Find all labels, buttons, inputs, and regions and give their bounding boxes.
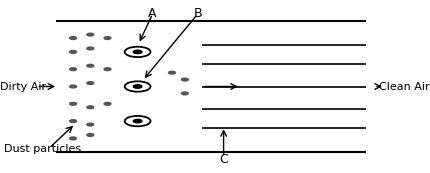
Text: C: C [219,153,228,166]
Circle shape [70,137,77,140]
Circle shape [181,92,188,95]
Circle shape [104,102,111,105]
Circle shape [181,78,188,81]
Circle shape [70,51,77,53]
Circle shape [70,37,77,39]
Circle shape [70,85,77,88]
Circle shape [87,47,94,50]
Circle shape [87,64,94,67]
Text: Clean Air: Clean Air [379,81,430,92]
Text: A: A [148,7,157,20]
Circle shape [133,85,142,88]
Circle shape [70,120,77,122]
Text: Dirty Air: Dirty Air [0,81,46,92]
Circle shape [70,102,77,105]
Circle shape [87,82,94,84]
Circle shape [169,71,175,74]
Circle shape [70,68,77,71]
Text: B: B [194,7,202,20]
Circle shape [87,33,94,36]
Circle shape [104,68,111,71]
Text: Dust particles: Dust particles [4,144,81,154]
Circle shape [104,37,111,39]
Circle shape [87,123,94,126]
Circle shape [87,106,94,109]
Circle shape [133,50,142,54]
Circle shape [87,134,94,136]
Circle shape [133,119,142,123]
